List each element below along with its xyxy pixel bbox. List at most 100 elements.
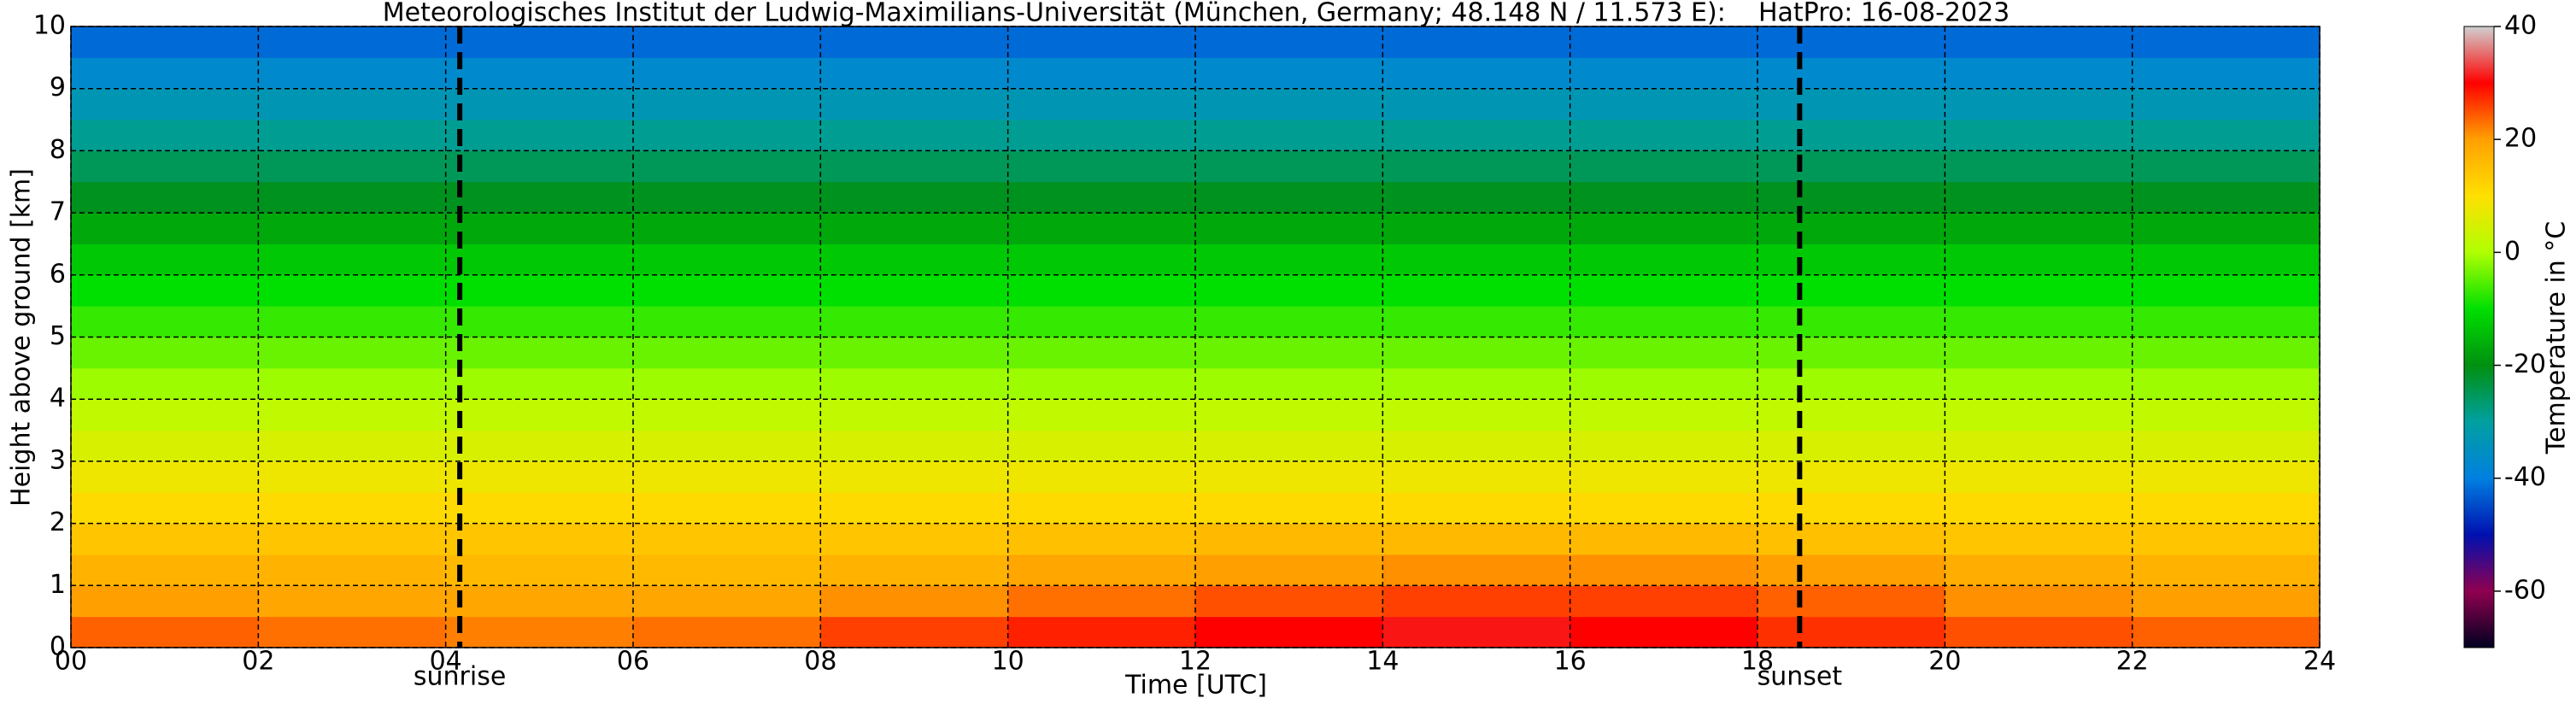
heatmap-cell bbox=[1007, 306, 1196, 337]
heatmap-cell bbox=[445, 492, 634, 525]
heatmap-cell bbox=[71, 213, 259, 244]
y-tick-label: 4 bbox=[50, 384, 66, 414]
heatmap-cell bbox=[2132, 150, 2321, 183]
heatmap-cell bbox=[258, 213, 447, 244]
heatmap-cell bbox=[2132, 461, 2321, 493]
heatmap-cell bbox=[633, 26, 821, 58]
heatmap-cell bbox=[820, 461, 1009, 493]
heatmap-cell bbox=[1007, 461, 1196, 493]
heatmap-cell bbox=[820, 88, 1009, 120]
x-tick-label: 06 bbox=[617, 647, 649, 677]
x-tick-label: 14 bbox=[1366, 647, 1399, 677]
heatmap-cell bbox=[820, 492, 1009, 525]
colorbar-label: Temperature in °C bbox=[2542, 221, 2572, 455]
heatmap-cell bbox=[1195, 523, 1383, 555]
heatmap-cell bbox=[2132, 616, 2321, 648]
heatmap-cell bbox=[633, 616, 821, 648]
heatmap-cell bbox=[1195, 213, 1383, 244]
colorbar-tick-label: 0 bbox=[2504, 237, 2520, 267]
heatmap-cell bbox=[1757, 26, 1945, 58]
heatmap-cell bbox=[2132, 306, 2321, 337]
heatmap-cell bbox=[2132, 337, 2321, 369]
heatmap-cell bbox=[1195, 181, 1383, 214]
heatmap-cell bbox=[1195, 585, 1383, 618]
heatmap-cell bbox=[1757, 492, 1945, 525]
heatmap-cell bbox=[445, 337, 634, 369]
heatmap-cell bbox=[1570, 461, 1758, 493]
heatmap-cell bbox=[1007, 150, 1196, 183]
heatmap-cell bbox=[2132, 26, 2321, 58]
heatmap-cell bbox=[1195, 554, 1383, 586]
heatmap-cell bbox=[1382, 616, 1571, 648]
heatmap-cell bbox=[445, 150, 634, 183]
heatmap-cell bbox=[71, 523, 259, 555]
heatmap-cell bbox=[1757, 243, 1945, 276]
heatmap-cell bbox=[1570, 616, 1758, 648]
heatmap-cell bbox=[820, 26, 1009, 58]
heatmap-cell bbox=[633, 461, 821, 493]
heatmap-cell bbox=[1757, 213, 1945, 244]
y-tick-label: 3 bbox=[50, 445, 66, 475]
heatmap-cell bbox=[1570, 367, 1758, 400]
heatmap-cell bbox=[2132, 554, 2321, 586]
heatmap-cell bbox=[2132, 274, 2321, 307]
heatmap-cell bbox=[820, 57, 1009, 90]
heatmap-cell bbox=[258, 26, 447, 58]
heatmap-cell bbox=[1195, 337, 1383, 369]
heatmap-cell bbox=[820, 367, 1009, 400]
x-tick-label: 18 bbox=[1741, 647, 1774, 677]
heatmap-cell bbox=[258, 150, 447, 183]
x-tick-label: 24 bbox=[2303, 647, 2336, 677]
heatmap-cell bbox=[1945, 213, 2133, 244]
heatmap-cell bbox=[1007, 430, 1196, 462]
x-tick-label: 20 bbox=[1928, 647, 1961, 677]
heatmap-cell bbox=[1382, 274, 1571, 307]
heatmap-cell bbox=[1570, 88, 1758, 120]
heatmap-cell bbox=[258, 120, 447, 151]
heatmap-cell bbox=[1195, 57, 1383, 90]
y-axis-label: Height above ground [km] bbox=[7, 168, 37, 507]
heatmap-cell bbox=[258, 367, 447, 400]
heatmap-cell bbox=[1382, 337, 1571, 369]
colorbar-tick-label: -20 bbox=[2504, 349, 2546, 379]
heatmap-cell bbox=[633, 274, 821, 307]
heatmap-cell bbox=[2132, 57, 2321, 90]
heatmap-cell bbox=[633, 430, 821, 462]
heatmap-cell bbox=[258, 616, 447, 648]
heatmap-cell bbox=[1570, 150, 1758, 183]
heatmap-cell bbox=[1195, 88, 1383, 120]
heatmap-cell bbox=[1757, 523, 1945, 555]
heatmap-cell bbox=[258, 523, 447, 555]
heatmap-cell bbox=[1945, 523, 2133, 555]
heatmap-cell bbox=[820, 616, 1009, 648]
heatmap-cell bbox=[633, 120, 821, 151]
heatmap-cell bbox=[1382, 57, 1571, 90]
heatmap-cell bbox=[1007, 213, 1196, 244]
heatmap-cell bbox=[1757, 399, 1945, 431]
heatmap-cell bbox=[1757, 306, 1945, 337]
colorbar-tick-label: 20 bbox=[2504, 124, 2537, 154]
heatmap-cell bbox=[71, 430, 259, 462]
heatmap-cell bbox=[71, 337, 259, 369]
heatmap-cell bbox=[258, 243, 447, 276]
heatmap-cell bbox=[1195, 150, 1383, 183]
heatmap-cell bbox=[1757, 274, 1945, 307]
heatmap-cell bbox=[71, 150, 259, 183]
heatmap-cell bbox=[633, 492, 821, 525]
heatmap-cell bbox=[1382, 367, 1571, 400]
y-tick-label: 8 bbox=[50, 135, 66, 165]
heatmap-cell bbox=[1757, 554, 1945, 586]
heatmap-cell bbox=[1570, 554, 1758, 586]
heatmap-cell bbox=[445, 88, 634, 120]
heatmap-cell bbox=[1945, 306, 2133, 337]
heatmap-cell bbox=[1195, 306, 1383, 337]
heatmap-cell bbox=[820, 306, 1009, 337]
heatmap-cell bbox=[1382, 523, 1571, 555]
heatmap-cell bbox=[633, 585, 821, 618]
heatmap-cell bbox=[1195, 120, 1383, 151]
heatmap-cell bbox=[1757, 120, 1945, 151]
heatmap-cell bbox=[258, 399, 447, 431]
heatmap-cell bbox=[1195, 399, 1383, 431]
heatmap-cell bbox=[1945, 616, 2133, 648]
heatmap-cell bbox=[258, 88, 447, 120]
